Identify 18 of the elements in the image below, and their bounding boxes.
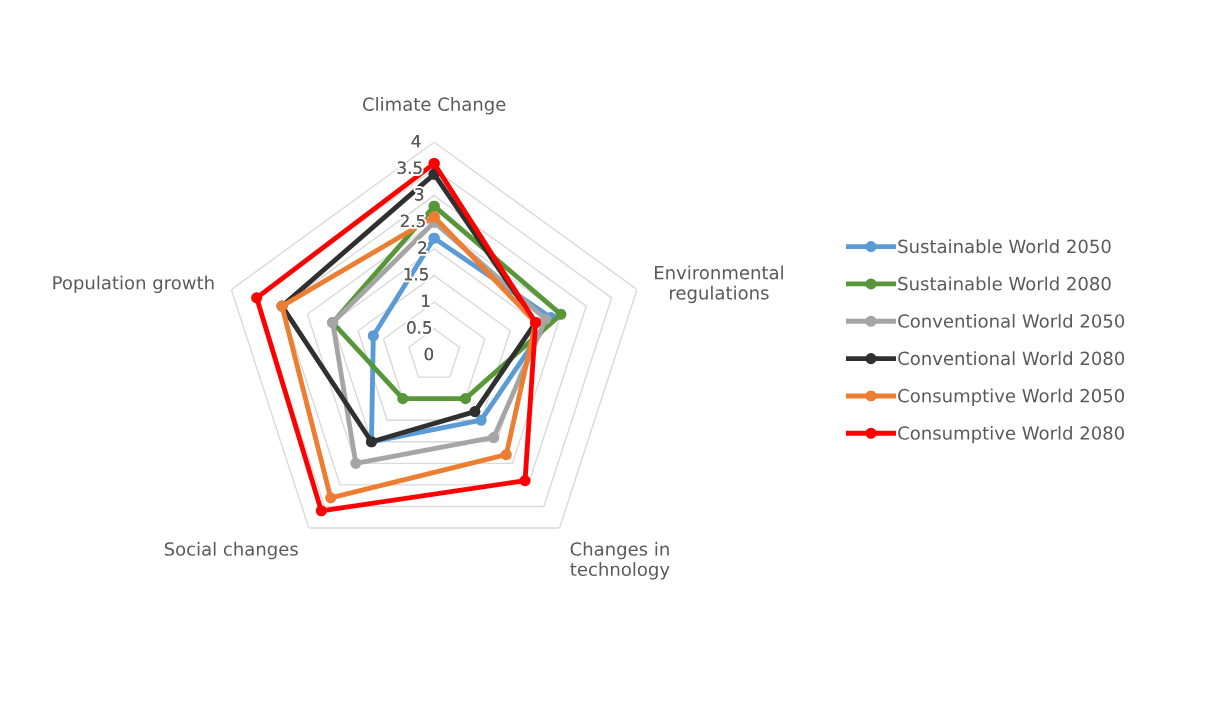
- y-tick-label: 1: [422, 294, 430, 307]
- spoke-label: Environmental regulations: [655, 265, 783, 304]
- spoke-label: Changes in technology: [570, 541, 670, 580]
- spoke-label: Climate Change: [363, 97, 506, 115]
- spoke-label: Population growth: [53, 275, 214, 294]
- legend-label: Sustainable World 2080: [898, 276, 1111, 291]
- y-tick-label: 0: [424, 347, 434, 361]
- legend-label: Consumptive World 2050: [898, 388, 1124, 407]
- spoke-label: Social changes: [164, 541, 298, 560]
- legend-label: Conventional World 2080: [898, 351, 1125, 366]
- legend-label: Consumptive World 2080: [898, 425, 1124, 444]
- legend-label: Sustainable World 2050: [898, 239, 1111, 254]
- y-tick-label: 0.5: [407, 321, 432, 334]
- y-tick-label: 3.5: [397, 161, 422, 175]
- y-tick-label: 3: [415, 188, 424, 201]
- legend-label: Conventional World 2050: [898, 313, 1125, 328]
- y-tick-label: 4: [411, 135, 421, 148]
- y-tick-label: 2: [418, 241, 427, 254]
